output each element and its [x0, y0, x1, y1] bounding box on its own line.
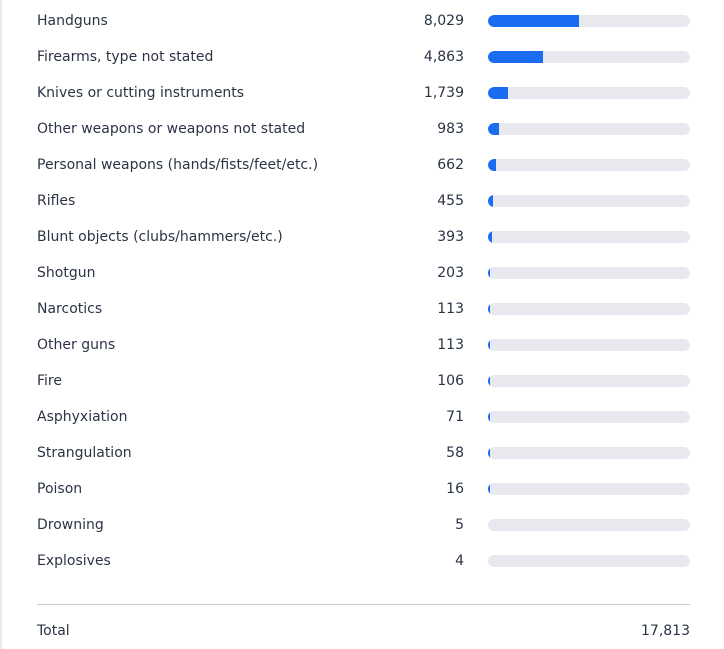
bar-row: Knives or cutting instruments 1,739 — [0, 75, 724, 111]
category-label: Rifles — [37, 193, 76, 209]
bar-track — [488, 123, 690, 135]
bar-row: Poison 16 — [0, 471, 724, 507]
bar — [488, 411, 490, 423]
value-label: 393 — [437, 229, 464, 245]
bar-track — [488, 231, 690, 243]
value-label: 4,863 — [423, 49, 464, 65]
bar-row: Personal weapons (hands/fists/feet/etc.)… — [0, 147, 724, 183]
value-label: 983 — [437, 121, 464, 137]
bar-row: Firearms, type not stated 4,863 — [0, 39, 724, 75]
bar-row: Asphyxiation 71 — [0, 399, 724, 435]
bar-row: Other weapons or weapons not stated 983 — [0, 111, 724, 147]
bar — [488, 447, 490, 459]
total-label: Total — [37, 623, 70, 639]
category-label: Personal weapons (hands/fists/feet/etc.) — [37, 157, 319, 173]
value-label: 113 — [437, 301, 464, 317]
category-label: Asphyxiation — [37, 409, 128, 425]
bar-track — [488, 447, 690, 459]
bar-track — [488, 483, 690, 495]
bar-row: Handguns 8,029 — [0, 3, 724, 39]
value-label: 1,739 — [423, 85, 464, 101]
total-value: 17,813 — [641, 623, 690, 639]
bar-track — [488, 195, 690, 207]
total-divider — [37, 604, 690, 605]
category-label: Fire — [37, 373, 62, 389]
bar-track — [488, 51, 690, 63]
category-label: Other weapons or weapons not stated — [37, 121, 306, 137]
bar-row: Other guns 113 — [0, 327, 724, 363]
category-label: Handguns — [37, 13, 108, 29]
bar — [488, 375, 490, 387]
bar-track — [488, 375, 690, 387]
bar-row: Narcotics 113 — [0, 291, 724, 327]
value-label: 71 — [446, 409, 464, 425]
value-label: 113 — [437, 337, 464, 353]
bar-track — [488, 519, 690, 531]
panel-left-border — [0, 0, 2, 649]
category-label: Explosives — [37, 553, 111, 569]
bar — [488, 339, 490, 351]
value-label: 5 — [455, 517, 464, 533]
category-label: Other guns — [37, 337, 116, 353]
bar-track — [488, 267, 690, 279]
bar — [488, 267, 491, 279]
bar-row: Drowning 5 — [0, 507, 724, 543]
value-label: 106 — [437, 373, 464, 389]
bar — [488, 123, 500, 135]
bar — [488, 303, 490, 315]
bar-track — [488, 303, 690, 315]
bar-row: Shotgun 203 — [0, 255, 724, 291]
category-label: Strangulation — [37, 445, 132, 461]
value-label: 8,029 — [423, 13, 464, 29]
bar-track — [488, 339, 690, 351]
value-label: 58 — [446, 445, 464, 461]
category-label: Narcotics — [37, 301, 103, 317]
category-label: Knives or cutting instruments — [37, 85, 245, 101]
category-label: Shotgun — [37, 265, 96, 281]
category-label: Drowning — [37, 517, 104, 533]
bar-row: Rifles 455 — [0, 183, 724, 219]
value-label: 16 — [446, 481, 464, 497]
bar — [488, 159, 496, 171]
bar-row: Strangulation 58 — [0, 435, 724, 471]
bar-track — [488, 411, 690, 423]
bar — [488, 15, 580, 27]
value-label: 203 — [437, 265, 464, 281]
category-label: Poison — [37, 481, 83, 497]
value-label: 4 — [455, 553, 464, 569]
bar-track — [488, 15, 690, 27]
bar — [488, 51, 544, 63]
bar — [488, 195, 494, 207]
bar — [488, 483, 490, 495]
bar-track — [488, 555, 690, 567]
bar-row: Explosives 4 — [0, 543, 724, 579]
bar-row: Blunt objects (clubs/hammers/etc.) 393 — [0, 219, 724, 255]
value-label: 662 — [437, 157, 464, 173]
bar-track — [488, 87, 690, 99]
category-label: Blunt objects (clubs/hammers/etc.) — [37, 229, 283, 245]
bar-row: Fire 106 — [0, 363, 724, 399]
bar-track — [488, 159, 690, 171]
category-label: Firearms, type not stated — [37, 49, 214, 65]
value-label: 455 — [437, 193, 464, 209]
bar — [488, 231, 493, 243]
bar — [488, 87, 508, 99]
